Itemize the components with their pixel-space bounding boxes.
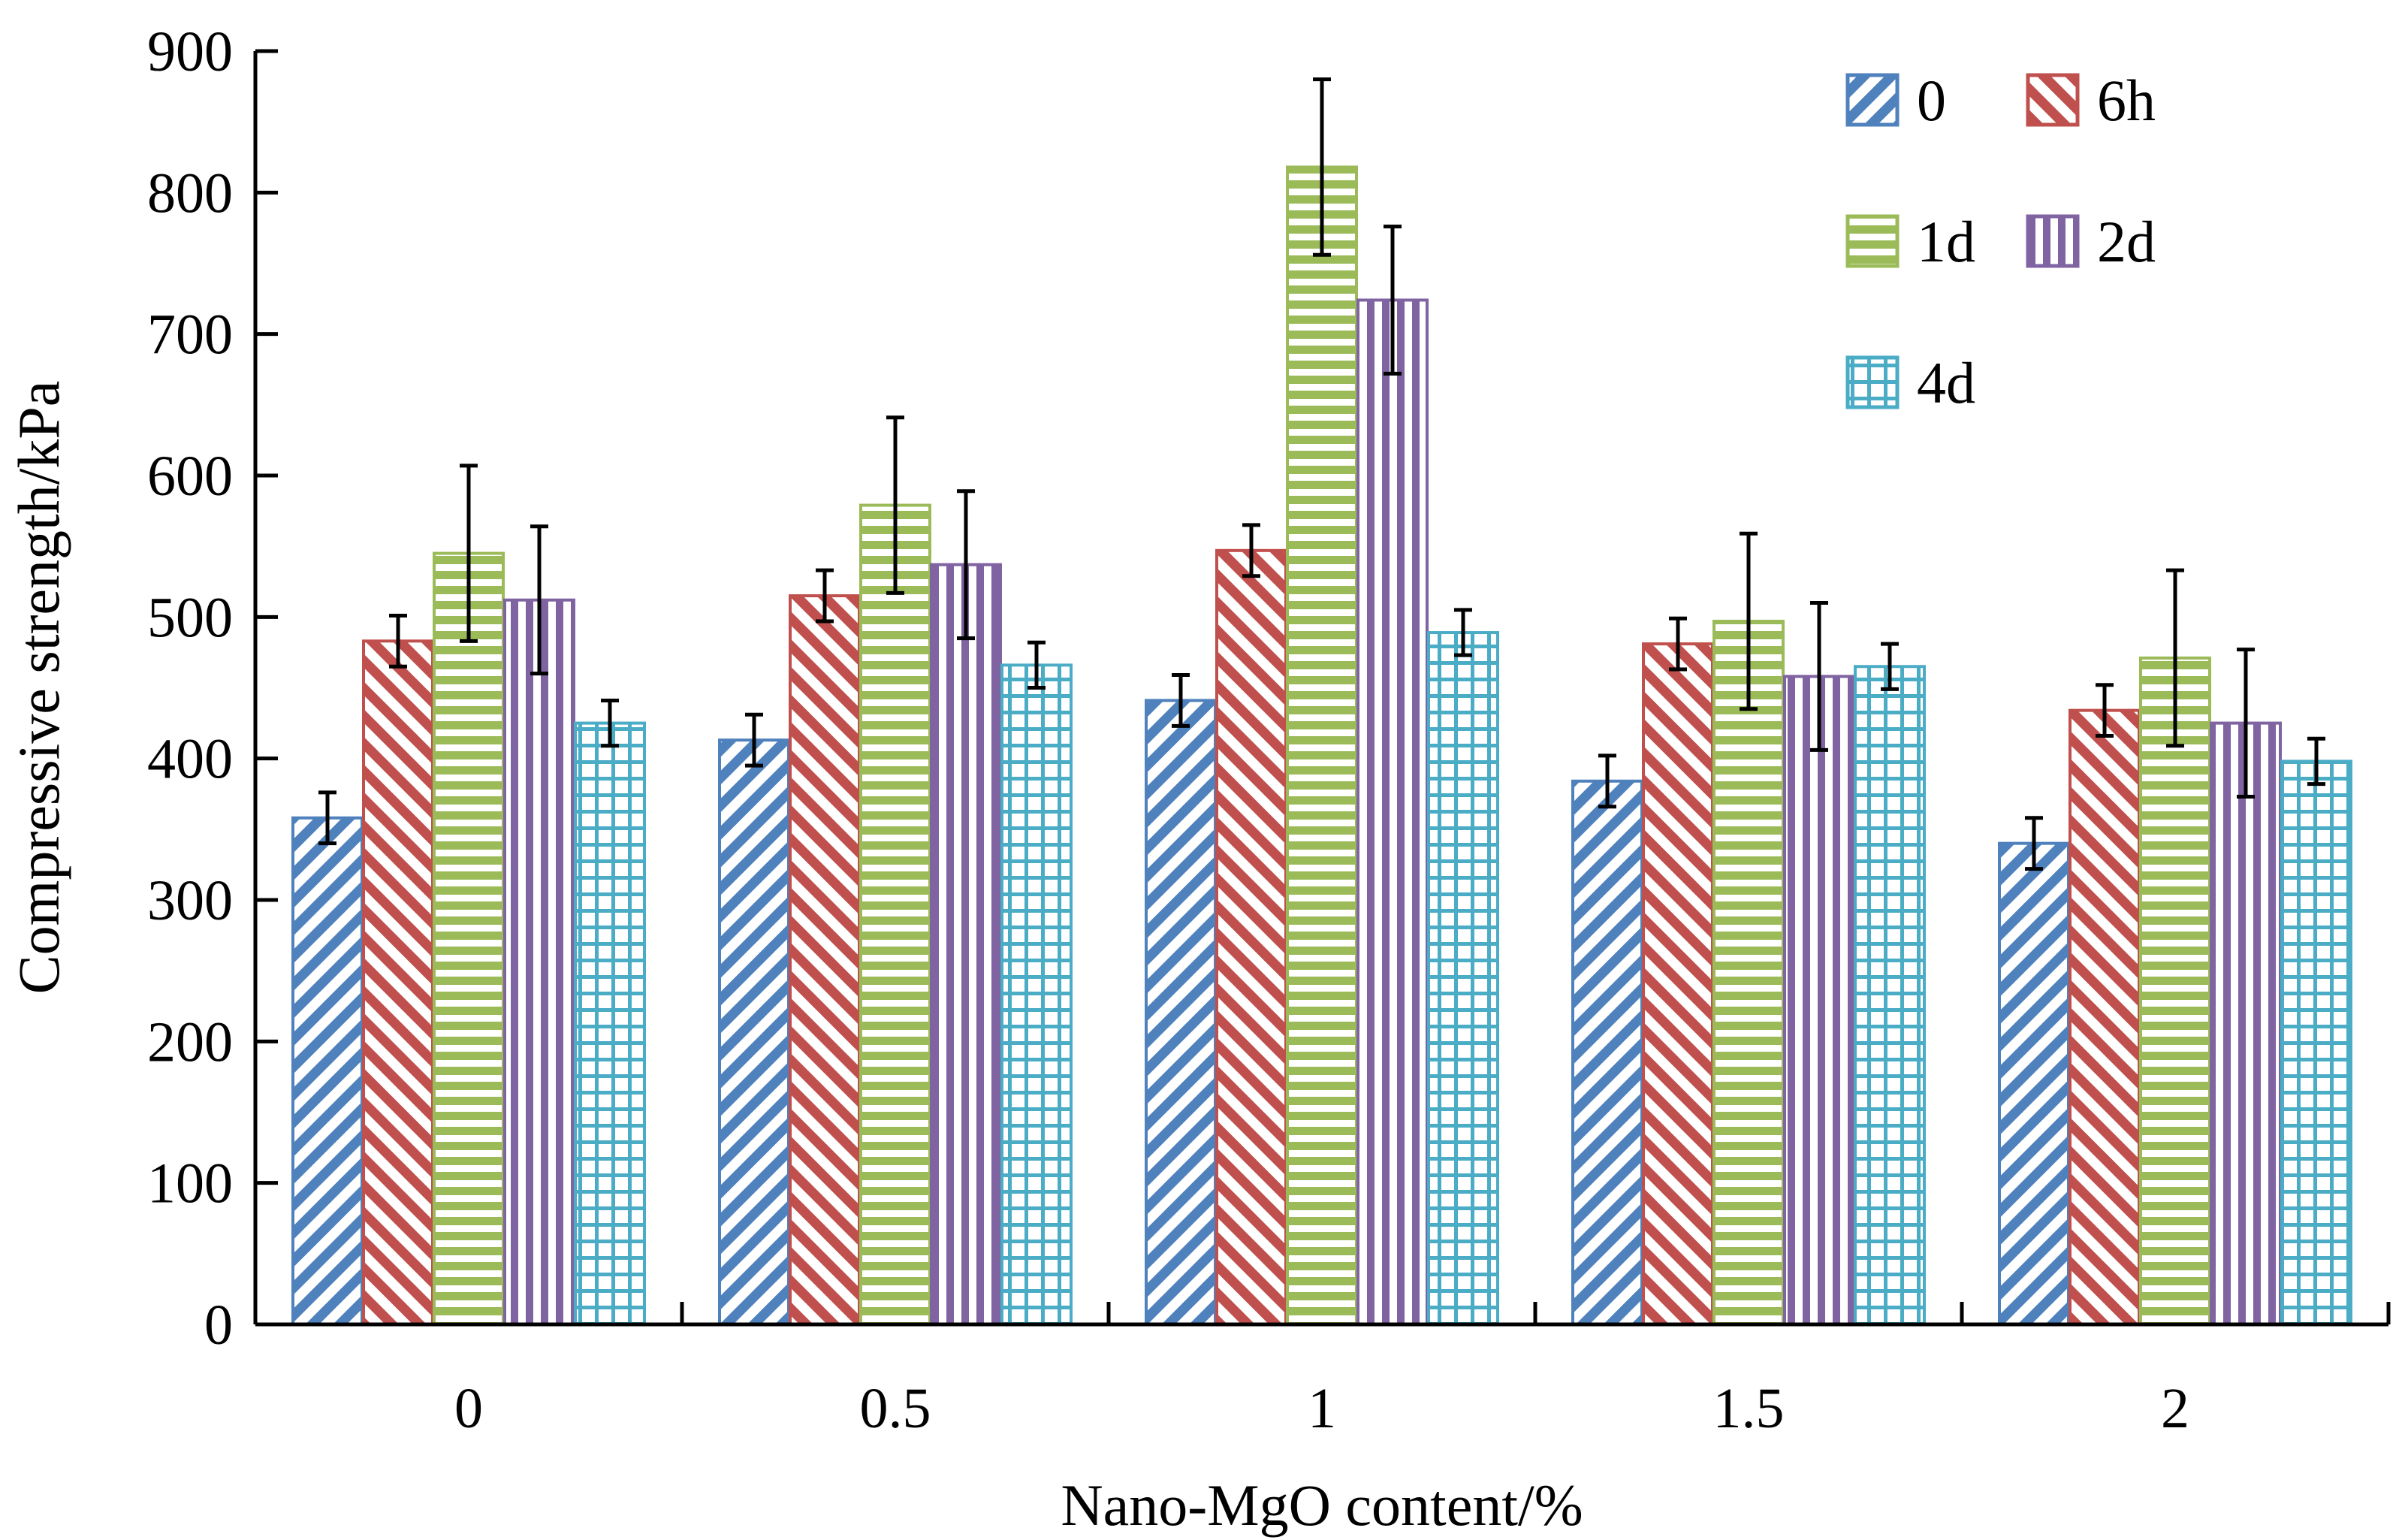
y-tick-label: 0 [204, 1294, 233, 1357]
error-bar-2d-1.5 [1810, 601, 1828, 752]
bar-2d-0.5 [930, 563, 1002, 1326]
x-tick-label: 0.5 [860, 1377, 931, 1440]
x-tick-label: 2 [2161, 1377, 2189, 1440]
error-bar-0-1.5 [1598, 753, 1616, 809]
x-axis-title: Nano-MgO content/% [1061, 1472, 1583, 1538]
bar-6h-0 [362, 639, 434, 1326]
error-bar-1d-1.5 [1740, 531, 1758, 711]
bar-2d-2 [2210, 721, 2282, 1326]
bar-4d-1 [1427, 631, 1499, 1326]
bar-4d-1.5 [1854, 665, 1926, 1326]
legend-label: 4d [1917, 350, 1975, 415]
y-tick-label: 100 [147, 1152, 233, 1215]
error-bar-0-1 [1172, 673, 1190, 728]
error-bar-1d-2 [2166, 568, 2184, 748]
bar-6h-1.5 [1642, 642, 1714, 1326]
y-axis-ticks: 0 100 200 300 400 500 600 700 800 900 [147, 20, 278, 1357]
error-bar-4d-0.5 [1027, 640, 1046, 690]
y-tick-label: 200 [147, 1010, 233, 1073]
error-bar-0-2 [2025, 816, 2043, 871]
error-bar-2d-2 [2237, 648, 2255, 799]
error-bar-4d-1 [1454, 608, 1472, 657]
bar-6h-1 [1215, 548, 1287, 1326]
y-tick-label: 900 [147, 20, 233, 83]
error-bar-2d-1 [1384, 225, 1402, 376]
y-tick-label: 500 [147, 586, 233, 649]
error-bar-4d-0 [601, 698, 619, 748]
y-axis-title: Compressive strength/kPa [6, 381, 71, 995]
legend-item-4d: 4d [1845, 350, 1975, 415]
bars [291, 165, 2352, 1327]
legend-item-2d: 2d [2026, 209, 2156, 274]
error-bar-6h-1.5 [1669, 616, 1687, 672]
x-tick-label: 1.5 [1713, 1377, 1785, 1440]
error-bar-4d-2 [2307, 736, 2325, 787]
y-tick-label: 300 [147, 869, 233, 932]
bar-2d-0 [503, 598, 575, 1326]
legend-label: 2d [2097, 209, 2156, 274]
error-bar-0-0.5 [745, 712, 763, 768]
bar-4d-2 [2280, 759, 2352, 1326]
bar-1d-1 [1286, 165, 1358, 1326]
bar-0-1 [1145, 699, 1217, 1326]
error-bar-6h-0.5 [816, 568, 834, 624]
legend-swatch [1845, 355, 1900, 409]
bar-1d-0.5 [859, 503, 931, 1326]
x-axis-ticks: 0 0.5 1 1.5 2 [454, 1302, 2391, 1440]
legend-item-1d: 1d [1845, 209, 1975, 274]
y-tick-label: 600 [147, 445, 233, 508]
legend-item-0: 0 [1845, 68, 1946, 133]
y-tick-label: 700 [147, 303, 233, 367]
bar-0-2 [1998, 841, 2070, 1326]
bar-2d-1.5 [1783, 675, 1855, 1326]
error-bar-1d-1 [1313, 77, 1331, 257]
legend-label: 0 [1917, 68, 1946, 133]
error-bar-4d-1.5 [1881, 642, 1899, 691]
bar-4d-0.5 [1000, 663, 1073, 1326]
bar-1d-1.5 [1712, 619, 1785, 1326]
error-bar-1d-0 [460, 464, 478, 643]
bar-4d-0 [574, 721, 646, 1326]
bar-1d-2 [2139, 656, 2211, 1326]
bar-0-0.5 [718, 738, 790, 1326]
bar-6h-0.5 [789, 594, 861, 1326]
x-tick-label: 0 [454, 1377, 483, 1440]
legend-item-6h: 6h [2026, 68, 2156, 133]
error-bar-2d-0 [530, 524, 548, 676]
y-tick-label: 800 [147, 162, 233, 225]
legend-swatch [1845, 214, 1900, 268]
legend-swatch [1845, 73, 1900, 127]
error-bar-1d-0.5 [886, 415, 904, 595]
bar-0-1.5 [1571, 779, 1643, 1327]
legend-label: 1d [1917, 209, 1975, 274]
bar-2d-1 [1356, 298, 1429, 1326]
error-bar-0-0 [318, 790, 336, 846]
error-bar-2d-0.5 [957, 489, 975, 641]
error-bar-6h-2 [2096, 683, 2114, 738]
y-tick-label: 400 [147, 728, 233, 791]
bar-1d-0 [433, 551, 505, 1326]
bar-0-0 [291, 816, 364, 1327]
legend-label: 6h [2097, 68, 2156, 133]
error-bar-6h-0 [389, 613, 407, 669]
legend-swatch [2026, 73, 2080, 127]
legend-swatch [2026, 214, 2080, 268]
legend: 0 6h 1d 2d 4d [1845, 68, 2156, 415]
bar-6h-2 [2069, 708, 2141, 1326]
error-bars [318, 77, 2325, 871]
x-tick-label: 1 [1308, 1377, 1336, 1440]
error-bar-6h-1 [1242, 523, 1260, 578]
